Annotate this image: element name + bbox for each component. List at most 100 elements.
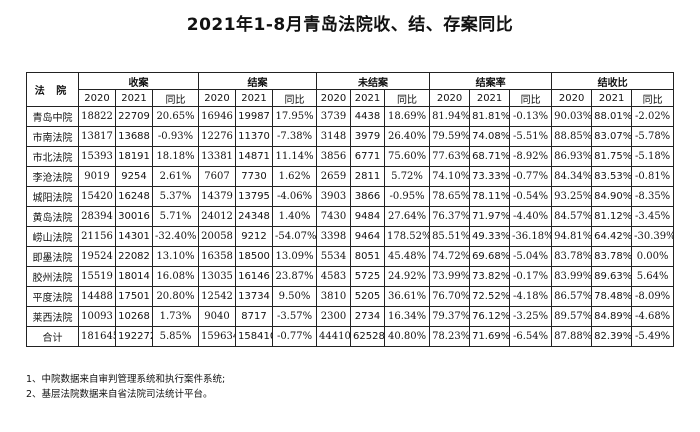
table-cell: 5205 [350, 286, 386, 307]
table-cell: -4.40% [509, 206, 553, 227]
table-cell: 18014 [115, 266, 153, 287]
table-cell: -0.95% [384, 186, 431, 207]
court-name: 城阳法院 [26, 186, 79, 207]
table-cell: 10268 [115, 306, 153, 327]
table-cell: 81.75% [591, 146, 633, 167]
table-cell: 9.50% [272, 286, 318, 307]
table-cell: 78.48% [591, 286, 633, 307]
table-cell: 36.61% [384, 286, 431, 307]
table-cell: 85.51% [429, 226, 471, 247]
table-cell: 82.39% [591, 326, 633, 347]
table-cell: 5.71% [151, 206, 200, 227]
table-cell: 28394 [78, 206, 116, 227]
table-cell: 5.72% [384, 166, 431, 187]
table-cell: 9484 [350, 206, 386, 227]
table-cell: -8.09% [631, 286, 675, 307]
table-cell: 181645 [78, 326, 116, 347]
table-cell: 71.97% [469, 206, 511, 227]
subheader-year-2021: 2021 [469, 89, 511, 107]
table-cell: 74.10% [429, 166, 471, 187]
table-cell: 75.60% [384, 146, 431, 167]
table-cell: 73.99% [429, 266, 471, 287]
table-cell: 68.71% [469, 146, 511, 167]
table-cell: 15519 [78, 266, 116, 287]
table-cell: 49.33% [469, 226, 511, 247]
table-cell: 86.57% [551, 286, 593, 307]
table-cell: 4583 [316, 266, 352, 287]
table-cell: 79.59% [429, 126, 471, 147]
table-cell: -8.92% [509, 146, 553, 167]
table-cell: -5.49% [631, 326, 675, 347]
group-header-closure-rate: 结案率 [429, 72, 553, 90]
subheader-year-2021: 2021 [115, 89, 153, 107]
table-row: 平度法院 14488 17501 20.80% 12542 13734 9.50% 3810 5… [26, 286, 675, 307]
table-cell: 5534 [316, 246, 352, 267]
footnote-2: 2、基层法院数据来自省法院司法统计平台。 [26, 389, 213, 400]
court-name: 李沧法院 [26, 166, 79, 187]
table-cell: 5.37% [151, 186, 200, 207]
subheader-year-2021: 2021 [591, 89, 633, 107]
court-name: 合计 [26, 326, 79, 347]
table-cell: 13817 [78, 126, 116, 147]
table-row: 城阳法院 15420 16248 5.37% 14379 13795 -4.06% 3903 3… [26, 186, 675, 207]
table-cell: 74.72% [429, 246, 471, 267]
table-cell: 1.62% [272, 166, 318, 187]
court-name: 黄岛法院 [26, 206, 79, 227]
table-cell: 15393 [78, 146, 116, 167]
table-cell: -0.17% [509, 266, 553, 287]
table-cell: 16946 [198, 106, 237, 127]
table-cell: 88.01% [591, 106, 633, 127]
subheader-yoy: 同比 [151, 89, 200, 107]
subheader-year-2021: 2021 [235, 89, 274, 107]
table-cell: 14871 [235, 146, 274, 167]
table-cell: 15420 [78, 186, 116, 207]
group-header-pending: 未结案 [316, 72, 431, 90]
table-cell: 16146 [235, 266, 274, 287]
table-cell: 18500 [235, 246, 274, 267]
table-cell: 1.40% [272, 206, 318, 227]
table-cell: 24.92% [384, 266, 431, 287]
table-cell: 7607 [198, 166, 237, 187]
table-cell: -30.39% [631, 226, 675, 247]
table-cell: -0.93% [151, 126, 200, 147]
table-row: 青岛中院 18822 22709 20.65% 16946 19987 17.95% 3739… [26, 106, 675, 127]
table-cell: 78.23% [429, 326, 471, 347]
table-row: 崂山法院 21156 14301 -32.40% 20058 9212 -54.07% 339… [26, 226, 675, 247]
table-row: 市南法院 13817 13688 -0.93% 12276 11370 -7.38% 3148… [26, 126, 675, 147]
table-row: 黄岛法院 28394 30016 5.71% 24012 24348 1.40% 7430 94… [26, 206, 675, 227]
table-cell: -54.07% [272, 226, 318, 247]
table-cell: 7730 [235, 166, 274, 187]
table-cell: 5.85% [151, 326, 200, 347]
table-cell: -5.04% [509, 246, 553, 267]
table-cell: 81.81% [469, 106, 511, 127]
table-cell: 18.18% [151, 146, 200, 167]
table-cell: 21156 [78, 226, 116, 247]
table-cell: 159634 [198, 326, 237, 347]
subheader-year-2020: 2020 [551, 89, 593, 107]
table-cell: 5725 [350, 266, 386, 287]
table-cell: -4.68% [631, 306, 675, 327]
table-cell: 3979 [350, 126, 386, 147]
table-cell: 89.63% [591, 266, 633, 287]
footnotes: 1、中院数据来自审判管理系统和执行案件系统; 2、基层法院数据来自省法院司法统计… [26, 372, 225, 402]
table-cell: 78.65% [429, 186, 471, 207]
court-name: 胶州法院 [26, 266, 79, 287]
table-cell: 11.14% [272, 146, 318, 167]
table-cell: 18191 [115, 146, 153, 167]
table-cell: 11370 [235, 126, 274, 147]
table-cell: 22709 [115, 106, 153, 127]
table-cell: 9019 [78, 166, 116, 187]
table-cell: 77.63% [429, 146, 471, 167]
table-cell: 2300 [316, 306, 352, 327]
table-cell: 178.52% [384, 226, 431, 247]
table-cell: 13795 [235, 186, 274, 207]
table-cell: 40.80% [384, 326, 431, 347]
table-row: 即墨法院 19524 22082 13.10% 16358 18500 13.09% 5534… [26, 246, 675, 267]
table-cell: 30016 [115, 206, 153, 227]
subheader-yoy: 同比 [272, 89, 318, 107]
table-cell: 9040 [198, 306, 237, 327]
table-cell: 71.69% [469, 326, 511, 347]
table-cell: 2659 [316, 166, 352, 187]
table-cell: 16248 [115, 186, 153, 207]
table-cell: 83.78% [551, 246, 593, 267]
